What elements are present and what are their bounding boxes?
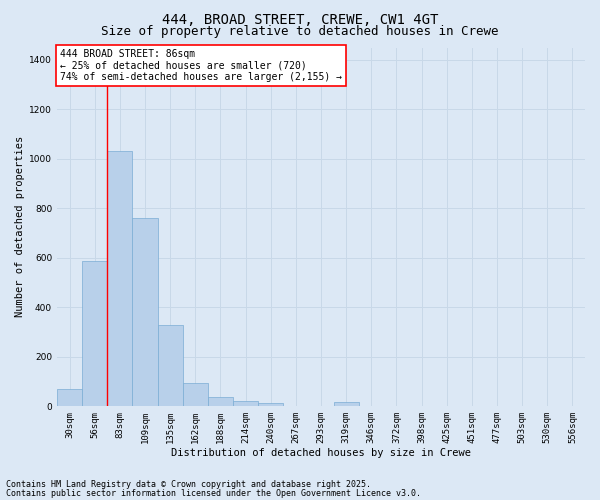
Bar	[258, 403, 283, 406]
Text: 444 BROAD STREET: 86sqm
← 25% of detached houses are smaller (720)
74% of semi-d: 444 BROAD STREET: 86sqm ← 25% of detache…	[59, 50, 341, 82]
Bar	[82, 262, 107, 406]
Text: Contains public sector information licensed under the Open Government Licence v3: Contains public sector information licen…	[6, 489, 421, 498]
Text: Contains HM Land Registry data © Crown copyright and database right 2025.: Contains HM Land Registry data © Crown c…	[6, 480, 371, 489]
Bar	[334, 402, 359, 406]
Y-axis label: Number of detached properties: Number of detached properties	[15, 136, 25, 318]
Bar	[158, 324, 183, 406]
Bar	[233, 401, 258, 406]
Bar	[107, 152, 133, 406]
X-axis label: Distribution of detached houses by size in Crewe: Distribution of detached houses by size …	[171, 448, 471, 458]
Text: Size of property relative to detached houses in Crewe: Size of property relative to detached ho…	[101, 25, 499, 38]
Bar	[208, 397, 233, 406]
Bar	[57, 390, 82, 406]
Text: 444, BROAD STREET, CREWE, CW1 4GT: 444, BROAD STREET, CREWE, CW1 4GT	[162, 12, 438, 26]
Bar	[133, 218, 158, 406]
Bar	[183, 382, 208, 406]
